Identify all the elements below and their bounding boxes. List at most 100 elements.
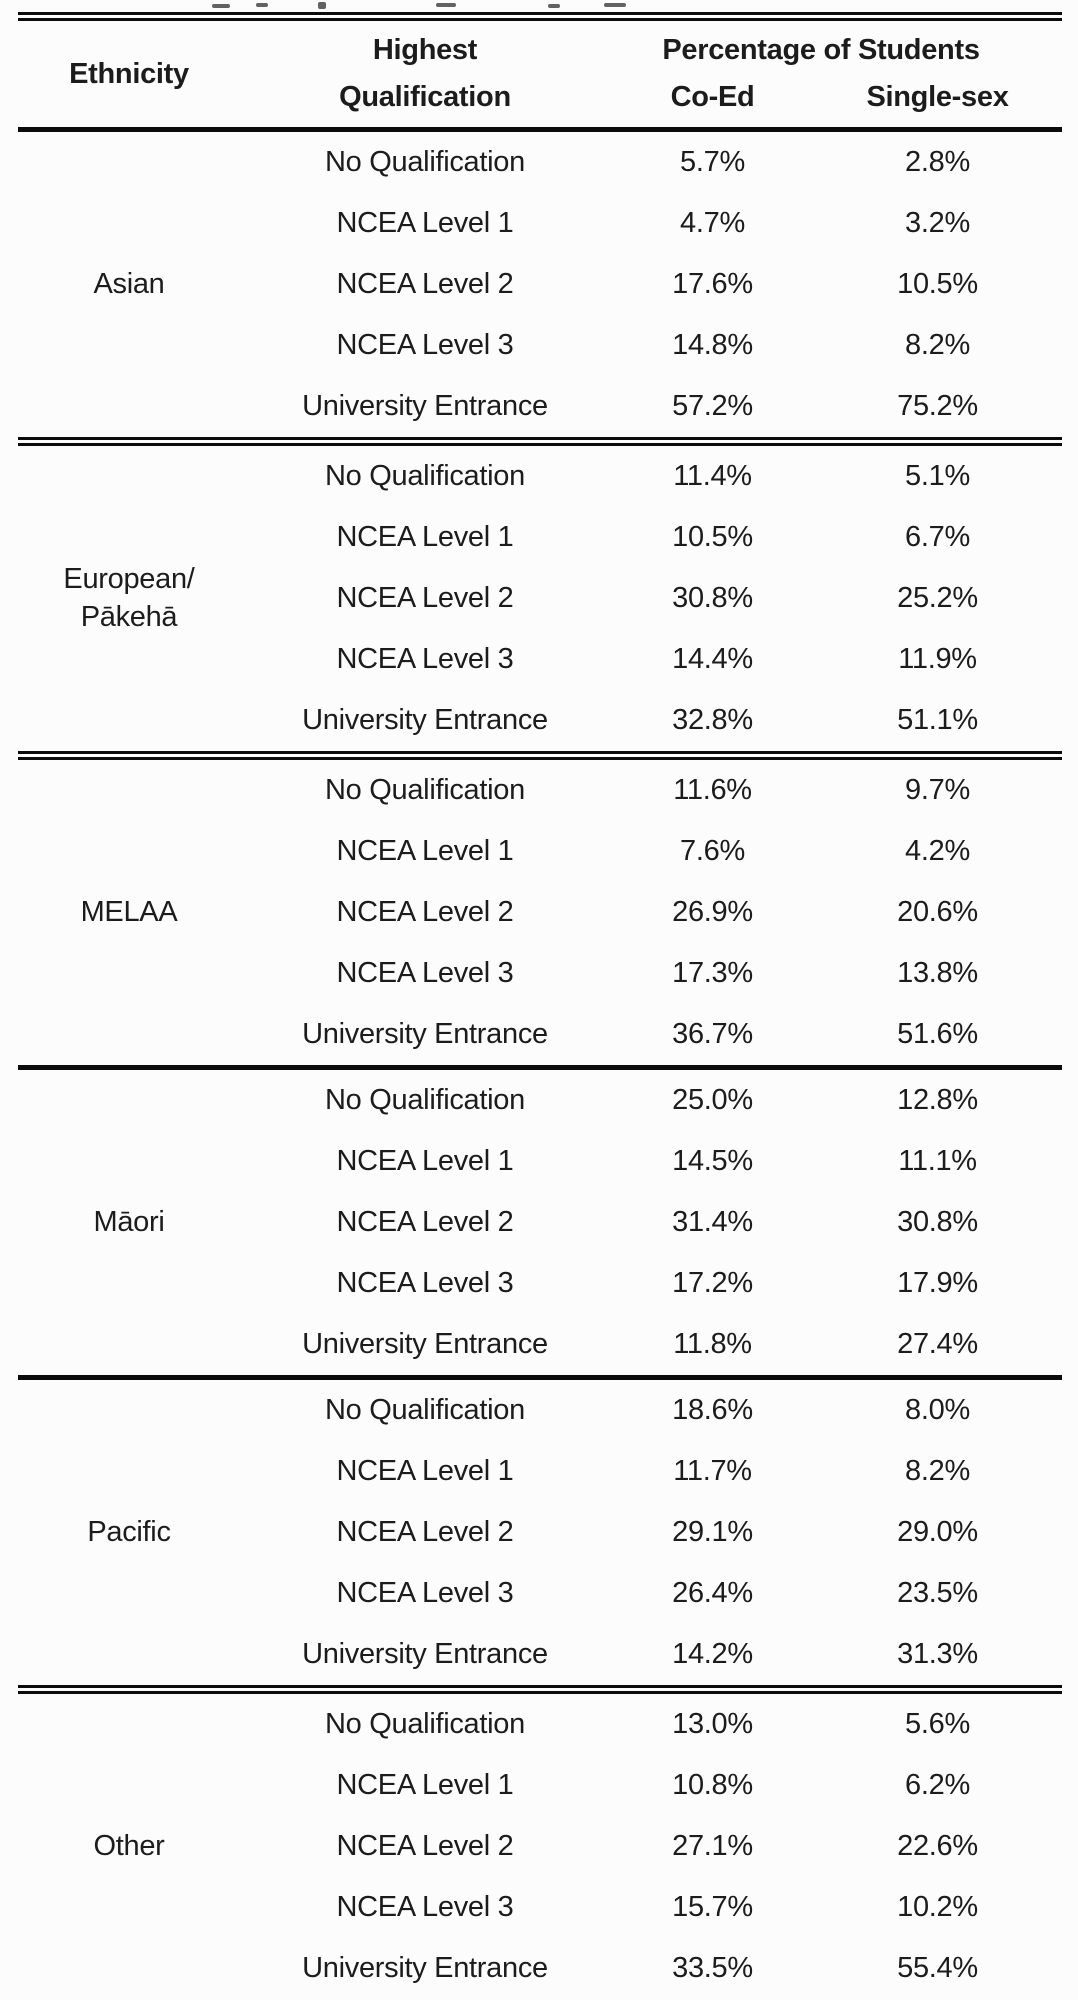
section-divider-single xyxy=(18,1375,1062,1380)
col-header-qualification-line1: Highest xyxy=(372,34,478,67)
single-sex-value-cell: 51.1% xyxy=(897,704,978,736)
single-sex-value-cell: 29.0% xyxy=(897,1516,978,1548)
ethnicity-label: Pacific xyxy=(87,1515,171,1548)
coed-value-cell: 14.2% xyxy=(672,1638,753,1670)
clipped-caption-fragment xyxy=(0,0,1078,12)
coed-value-cell: 33.5% xyxy=(672,1952,753,1984)
qualification-cell: No Qualification xyxy=(325,1708,525,1740)
coed-value-cell: 31.4% xyxy=(672,1206,753,1238)
single-sex-value-cell: 17.9% xyxy=(897,1267,978,1299)
single-sex-value-cell: 27.4% xyxy=(897,1328,978,1360)
table-body: Asian No Qualification 5.7% 2.8% NCEA Level … xyxy=(0,132,1078,1999)
single-sex-value-cell: 8.2% xyxy=(905,329,970,361)
single-sex-value-cell: 6.2% xyxy=(905,1769,970,1801)
coed-value-cell: 5.7% xyxy=(680,146,745,178)
single-sex-value-cell: 13.8% xyxy=(897,957,978,989)
coed-value-cell: 11.7% xyxy=(673,1455,752,1487)
caption-descender-mark xyxy=(256,3,268,7)
single-sex-value-cell: 4.2% xyxy=(905,835,970,867)
qualification-cell: University Entrance xyxy=(302,1018,548,1050)
section-divider-double xyxy=(18,437,1062,446)
qualification-cell: NCEA Level 3 xyxy=(336,643,514,675)
qualification-cell: NCEA Level 1 xyxy=(336,835,514,867)
col-header-qualification-line2: Qualification xyxy=(339,80,511,113)
qualification-cell: No Qualification xyxy=(325,1394,525,1426)
single-sex-value-cell: 51.6% xyxy=(897,1018,978,1050)
single-sex-value-cell: 12.8% xyxy=(897,1084,978,1116)
coed-value-cell: 11.8% xyxy=(673,1328,752,1360)
qualification-cell: University Entrance xyxy=(302,704,548,736)
single-sex-value-cell: 11.1% xyxy=(898,1145,977,1177)
qualification-cell: NCEA Level 3 xyxy=(336,1891,514,1923)
ethnicity-label: MELAA xyxy=(80,895,178,928)
ethnicity-section: Other No Qualification 13.0% 5.6% NCEA Level… xyxy=(0,1694,1078,1999)
qualification-cell: NCEA Level 1 xyxy=(336,521,514,553)
qualification-cell: University Entrance xyxy=(302,1328,548,1360)
single-sex-value-cell: 5.6% xyxy=(905,1708,970,1740)
qualification-cell: NCEA Level 1 xyxy=(336,1145,514,1177)
qualification-cell: NCEA Level 2 xyxy=(336,1516,514,1548)
single-sex-value-cell: 8.0% xyxy=(905,1394,970,1426)
coed-value-cell: 18.6% xyxy=(672,1394,753,1426)
qualification-cell: No Qualification xyxy=(325,460,525,492)
header-bottom-rule xyxy=(18,127,1062,132)
coed-value-cell: 17.2% xyxy=(672,1267,753,1299)
ethnicity-label: Māori xyxy=(93,1205,165,1238)
caption-descender-mark xyxy=(604,3,626,7)
col-header-ethnicity: Ethnicity xyxy=(69,57,189,90)
section-divider-single xyxy=(18,1065,1062,1070)
coed-value-cell: 26.4% xyxy=(672,1577,753,1609)
single-sex-value-cell: 23.5% xyxy=(897,1577,978,1609)
single-sex-value-cell: 75.2% xyxy=(897,390,978,422)
coed-value-cell: 25.0% xyxy=(672,1084,753,1116)
coed-value-cell: 57.2% xyxy=(672,390,753,422)
ethnicity-label: Asian xyxy=(93,267,165,300)
single-sex-value-cell: 20.6% xyxy=(897,896,978,928)
coed-value-cell: 30.8% xyxy=(672,582,753,614)
coed-value-cell: 17.3% xyxy=(672,957,753,989)
qualification-cell: No Qualification xyxy=(325,1084,525,1116)
coed-value-cell: 14.5% xyxy=(672,1145,753,1177)
ethnicity-section: European/ Pākehā No Qualification 11.4% 5.1… xyxy=(0,446,1078,751)
caption-descender-mark xyxy=(436,3,456,7)
caption-descender-mark xyxy=(212,4,230,8)
col-header-single-sex: Single-sex xyxy=(866,80,1009,113)
single-sex-value-cell: 8.2% xyxy=(905,1455,970,1487)
col-header-qualification: Highest Qualification xyxy=(240,21,610,127)
single-sex-value-cell: 5.1% xyxy=(905,460,970,492)
qualification-cell: No Qualification xyxy=(325,146,525,178)
qualification-cell: NCEA Level 2 xyxy=(336,1830,514,1862)
qualification-cell: University Entrance xyxy=(302,1638,548,1670)
ethnicity-label: Other xyxy=(93,1829,165,1862)
coed-value-cell: 7.6% xyxy=(680,835,745,867)
single-sex-value-cell: 30.8% xyxy=(897,1206,978,1238)
coed-value-cell: 15.7% xyxy=(672,1891,753,1923)
single-sex-value-cell: 22.6% xyxy=(897,1830,978,1862)
qualification-cell: NCEA Level 3 xyxy=(336,329,514,361)
coed-value-cell: 10.5% xyxy=(672,521,753,553)
single-sex-value-cell: 10.2% xyxy=(897,1891,978,1923)
coed-value-cell: 17.6% xyxy=(672,268,753,300)
caption-descender-mark xyxy=(548,4,560,8)
ethnicity-section: Pacific No Qualification 18.6% 8.0% NCEA Lev… xyxy=(0,1380,1078,1685)
single-sex-value-cell: 3.2% xyxy=(905,207,970,239)
single-sex-value-cell: 6.7% xyxy=(905,521,970,553)
ethnicity-section: MELAA No Qualification 11.6% 9.7% NCEA Level… xyxy=(0,760,1078,1065)
col-header-percentage-subrow: Co-Ed Single-sex xyxy=(610,81,1060,114)
coed-value-cell: 13.0% xyxy=(672,1708,753,1740)
coed-value-cell: 14.4% xyxy=(672,643,753,675)
coed-value-cell: 14.8% xyxy=(672,329,753,361)
single-sex-value-cell: 9.7% xyxy=(905,774,970,806)
single-sex-value-cell: 2.8% xyxy=(905,146,970,178)
single-sex-value-cell: 11.9% xyxy=(898,643,977,675)
single-sex-value-cell: 31.3% xyxy=(897,1638,978,1670)
qualification-cell: NCEA Level 3 xyxy=(336,1267,514,1299)
col-header-percentage-title: Percentage of Students xyxy=(662,34,980,67)
qualification-cell: NCEA Level 2 xyxy=(336,582,514,614)
col-header-coed: Co-Ed xyxy=(670,80,755,113)
section-divider-double xyxy=(18,1685,1062,1694)
qualification-cell: NCEA Level 3 xyxy=(336,1577,514,1609)
coed-value-cell: 11.4% xyxy=(673,460,752,492)
qualification-cell: NCEA Level 3 xyxy=(336,957,514,989)
single-sex-value-cell: 55.4% xyxy=(897,1952,978,1984)
